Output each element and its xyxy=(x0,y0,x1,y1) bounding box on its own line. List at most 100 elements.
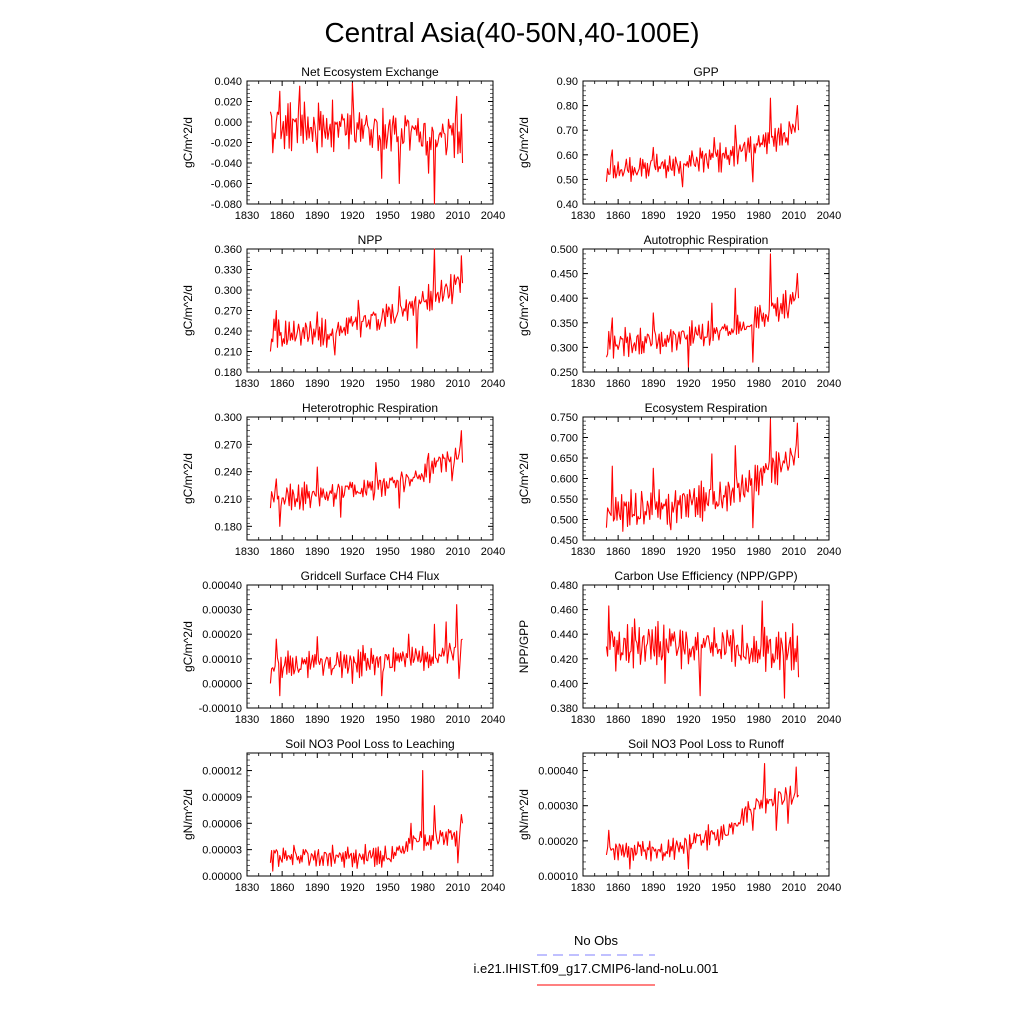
y-tick-label: -0.080 xyxy=(211,199,242,211)
panel-title: Gridcell Surface CH4 Flux xyxy=(301,569,440,583)
x-tick-label: 2040 xyxy=(817,546,841,558)
y-tick-label: 0.00040 xyxy=(202,580,242,592)
x-tick-label: 1920 xyxy=(676,714,700,726)
y-tick-label: -0.060 xyxy=(211,179,242,191)
x-tick-label: 1890 xyxy=(305,882,329,894)
y-tick-label: 0.00030 xyxy=(538,801,578,813)
y-tick-label: 0.500 xyxy=(550,244,578,256)
x-tick-label: 2010 xyxy=(782,882,806,894)
x-tick-label: 2040 xyxy=(817,210,841,222)
x-tick-label: 1890 xyxy=(305,378,329,390)
y-tick-label: 0.400 xyxy=(550,678,578,690)
series-line xyxy=(605,600,800,699)
panel-3: NPP 1830 1860 1890 1920 1950 1980 2010 2040 0.360… xyxy=(181,233,505,390)
x-tick-label: 2040 xyxy=(817,378,841,390)
y-tick-label: 0.180 xyxy=(214,521,242,533)
x-tick-label: 1920 xyxy=(676,210,700,222)
panel-title: Ecosystem Respiration xyxy=(645,401,768,415)
x-tick-label: 1950 xyxy=(711,882,735,894)
x-tick-label: 1980 xyxy=(410,714,434,726)
y-axis-label: gN/m^2/d xyxy=(181,789,195,840)
series-line xyxy=(605,253,800,368)
y-axis-label: gC/m^2/d xyxy=(181,621,195,672)
x-tick-label: 2040 xyxy=(481,378,505,390)
series-line xyxy=(605,97,800,188)
y-tick-label: 0.00020 xyxy=(202,629,242,641)
y-tick-label: 0.450 xyxy=(550,269,578,281)
x-tick-label: 1860 xyxy=(270,714,294,726)
x-tick-label: 1980 xyxy=(410,210,434,222)
plot-frame xyxy=(582,416,830,541)
y-tick-label: 0.300 xyxy=(550,342,578,354)
y-tick-label: -0.00010 xyxy=(199,703,242,715)
x-tick-label: 1830 xyxy=(235,378,259,390)
series-line xyxy=(605,762,799,870)
x-tick-label: 1920 xyxy=(676,882,700,894)
y-tick-label: 0.750 xyxy=(550,412,578,424)
x-tick-label: 1920 xyxy=(340,210,364,222)
x-tick-label: 1890 xyxy=(641,378,665,390)
y-tick-label: 0.00000 xyxy=(202,871,242,883)
x-tick-label: 1890 xyxy=(641,714,665,726)
x-tick-label: 1830 xyxy=(571,882,595,894)
x-tick-label: 1980 xyxy=(410,378,434,390)
panel-title: Heterotrophic Respiration xyxy=(302,401,438,415)
x-tick-label: 2040 xyxy=(481,714,505,726)
x-tick-label: 1950 xyxy=(375,714,399,726)
y-tick-label: 0.00006 xyxy=(202,818,242,830)
series-line xyxy=(269,604,463,697)
y-tick-label: 0.210 xyxy=(214,347,242,359)
panel-9: Soil NO3 Pool Loss to Leaching 1830 1860 18… xyxy=(181,737,505,894)
y-tick-label: 0.330 xyxy=(214,265,242,277)
plot-frame xyxy=(246,752,494,877)
x-tick-label: 1980 xyxy=(410,882,434,894)
plot-frame xyxy=(582,752,830,877)
y-tick-label: 0.300 xyxy=(214,285,242,297)
panel-6: Ecosystem Respiration 1830 1860 1890 1920 195… xyxy=(517,401,841,558)
panel-title: Net Ecosystem Exchange xyxy=(301,65,439,79)
y-tick-label: 0.000 xyxy=(214,117,242,129)
y-tick-label: 0.00003 xyxy=(202,845,242,857)
y-axis-label: gC/m^2/d xyxy=(181,285,195,336)
x-tick-label: 2010 xyxy=(782,714,806,726)
x-tick-label: 1830 xyxy=(571,546,595,558)
x-tick-label: 1860 xyxy=(606,882,630,894)
panel-title: Soil NO3 Pool Loss to Runoff xyxy=(628,737,785,751)
panel-4: Autotrophic Respiration 1830 1860 1890 1920 1… xyxy=(517,233,841,390)
x-tick-label: 1920 xyxy=(676,546,700,558)
y-tick-label: 0.480 xyxy=(550,580,578,592)
y-tick-label: 0.550 xyxy=(550,494,578,506)
x-tick-label: 2010 xyxy=(446,378,470,390)
x-tick-label: 1860 xyxy=(270,546,294,558)
x-tick-label: 1920 xyxy=(340,378,364,390)
x-tick-label: 1980 xyxy=(746,378,770,390)
x-tick-label: 1860 xyxy=(606,378,630,390)
y-tick-label: 0.210 xyxy=(214,494,242,506)
y-tick-label: 0.60 xyxy=(557,150,578,162)
x-tick-label: 2040 xyxy=(481,210,505,222)
y-tick-label: 0.300 xyxy=(214,412,242,424)
plot-frame xyxy=(246,584,494,709)
x-tick-label: 1890 xyxy=(305,714,329,726)
y-tick-label: 0.450 xyxy=(550,535,578,547)
x-tick-label: 1980 xyxy=(410,546,434,558)
x-tick-label: 1980 xyxy=(746,546,770,558)
y-tick-label: 0.020 xyxy=(214,97,242,109)
x-tick-label: 1920 xyxy=(676,378,700,390)
x-tick-label: 1890 xyxy=(641,210,665,222)
series-line xyxy=(269,82,464,205)
series-line xyxy=(269,770,464,872)
legend-case-label: i.e21.IHIST.f09_g17.CMIP6-land-noLu.001 xyxy=(474,961,719,976)
panels: Net Ecosystem Exchange 1830 1860 1890 1920 19… xyxy=(181,65,841,894)
x-tick-label: 2010 xyxy=(446,882,470,894)
x-tick-label: 2010 xyxy=(446,210,470,222)
x-tick-label: 1860 xyxy=(606,210,630,222)
y-tick-label: 0.600 xyxy=(550,474,578,486)
x-tick-label: 2010 xyxy=(782,210,806,222)
y-tick-label: 0.460 xyxy=(550,605,578,617)
plot-frame xyxy=(582,248,830,373)
y-tick-label: 0.240 xyxy=(214,326,242,338)
panel-10: Soil NO3 Pool Loss to Runoff 1830 1860 1890… xyxy=(517,737,841,894)
x-tick-label: 1950 xyxy=(711,378,735,390)
panel-7: Gridcell Surface CH4 Flux 1830 1860 1890 192… xyxy=(181,569,505,726)
